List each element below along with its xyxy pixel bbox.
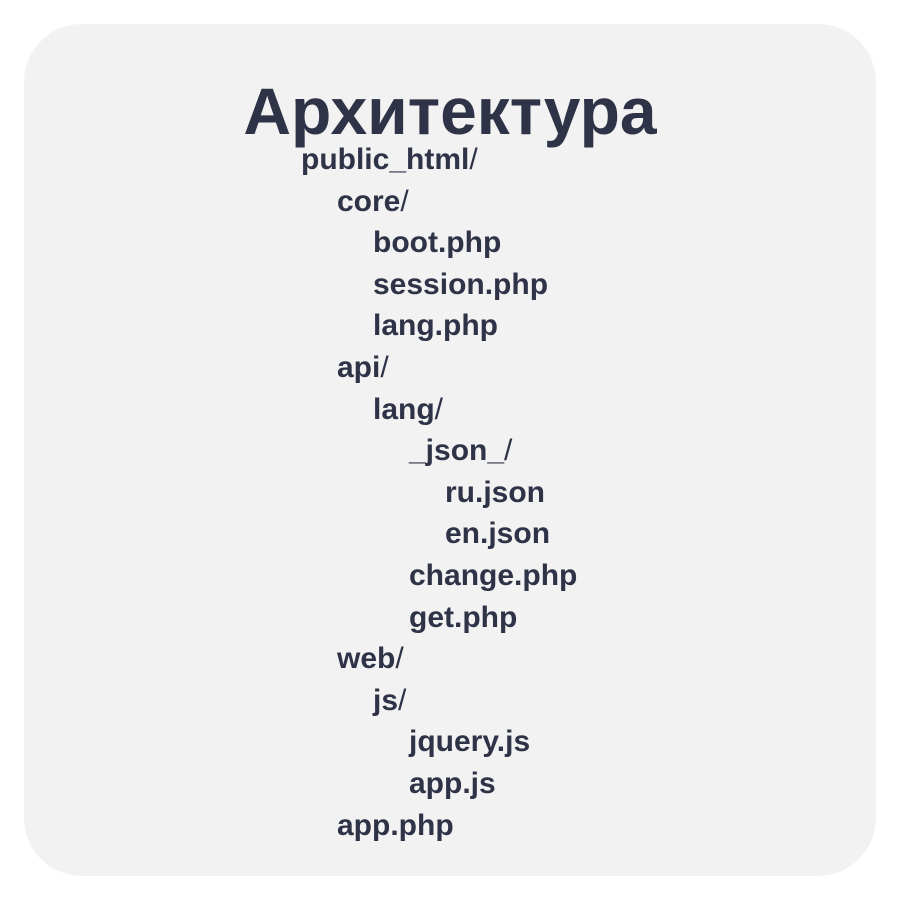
tree-folder: _json_/ — [409, 430, 512, 472]
tree-folder: public_html/ — [301, 139, 478, 181]
diagram-title: Архитектура — [243, 74, 657, 148]
tree-file: get.php — [409, 597, 517, 639]
tree-node-name: core — [337, 184, 401, 218]
tree-file: en.json — [445, 513, 550, 555]
path-separator: / — [504, 434, 513, 468]
tree-node-name: app.php — [337, 808, 454, 842]
tree-file: session.php — [373, 264, 548, 306]
tree-file: boot.php — [373, 222, 501, 264]
tree-folder: core/ — [337, 181, 409, 223]
tree-folder: lang/ — [373, 389, 443, 431]
tree-folder: js/ — [373, 680, 406, 722]
tree-node-name: en.json — [445, 517, 551, 551]
tree-folder: api/ — [337, 347, 389, 389]
path-separator: / — [380, 351, 389, 384]
path-separator: / — [395, 642, 404, 676]
tree-node-name: app.js — [409, 767, 496, 800]
tree-file: app.php — [337, 805, 454, 847]
tree-file: app.js — [409, 763, 496, 805]
tree-node-name: ru.json — [445, 475, 546, 509]
tree-file: jquery.js — [409, 721, 530, 763]
path-separator: / — [469, 143, 478, 176]
tree-file: change.php — [409, 555, 577, 597]
tree-node-name: boot.php — [373, 226, 502, 260]
path-separator: / — [398, 683, 407, 717]
tree-node-name: public_html — [301, 143, 470, 176]
tree-file: ru.json — [445, 472, 545, 514]
path-separator: / — [434, 392, 444, 426]
tree-node-name: get.php — [409, 600, 518, 634]
tree-node-name: _json_ — [409, 434, 505, 468]
tree-folder: web/ — [337, 638, 404, 680]
tree-node-name: change.php — [409, 559, 578, 592]
tree-node-name: jquery.js — [409, 725, 531, 759]
diagram-card: Архитектура public_html/core/boot.php ses… — [24, 24, 876, 876]
tree-node-name: lang — [373, 392, 435, 426]
tree-node-name: session.php — [373, 267, 549, 301]
tree-file: lang.php — [373, 305, 498, 347]
tree-node-name: web — [337, 642, 396, 676]
path-separator: / — [400, 184, 409, 218]
tree-node-name: js — [373, 683, 399, 717]
tree-node-name: api — [337, 351, 381, 384]
tree-node-name: lang.php — [373, 309, 498, 343]
